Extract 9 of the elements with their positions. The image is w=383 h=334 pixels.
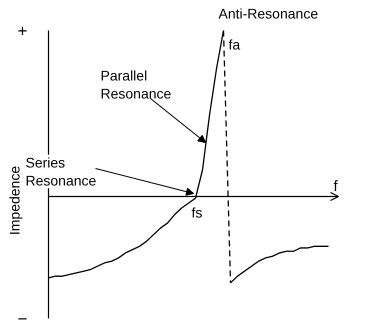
text: +	[18, 22, 28, 40]
text: Anti-Resonance	[218, 6, 318, 22]
x-axis-title: f	[334, 178, 338, 195]
annotation: fa	[228, 36, 240, 52]
annotation: Series Resonance	[26, 154, 97, 188]
annotation: fs	[192, 204, 202, 220]
text: −	[18, 310, 28, 328]
annotation: Parallel Resonance	[100, 68, 172, 102]
y-axis-title: Impedence	[6, 166, 22, 236]
